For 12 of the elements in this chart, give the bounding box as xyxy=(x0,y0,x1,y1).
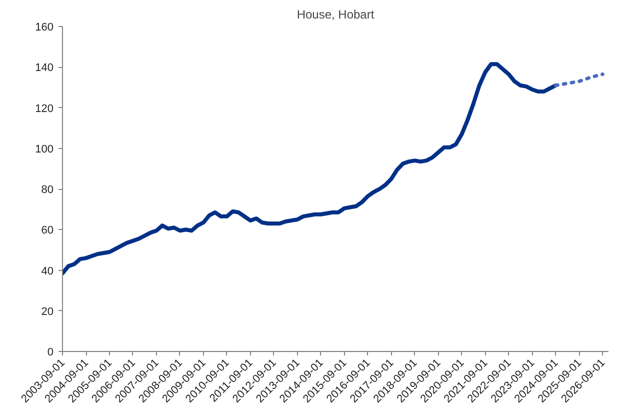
y-tick-label: 40 xyxy=(41,265,54,278)
y-tick-label: 0 xyxy=(47,346,54,358)
y-tick-label: 140 xyxy=(35,62,54,74)
line-series xyxy=(554,72,604,88)
y-tick-label: 80 xyxy=(41,184,54,196)
chart-title: House, Hobart xyxy=(296,8,375,22)
y-tick-label: 60 xyxy=(41,224,54,237)
y-tick-label: 120 xyxy=(35,102,54,115)
line-series xyxy=(62,62,558,276)
y-tick-label: 160 xyxy=(35,22,54,34)
y-tick-label: 20 xyxy=(41,306,54,318)
y-tick-label: 100 xyxy=(35,143,54,156)
